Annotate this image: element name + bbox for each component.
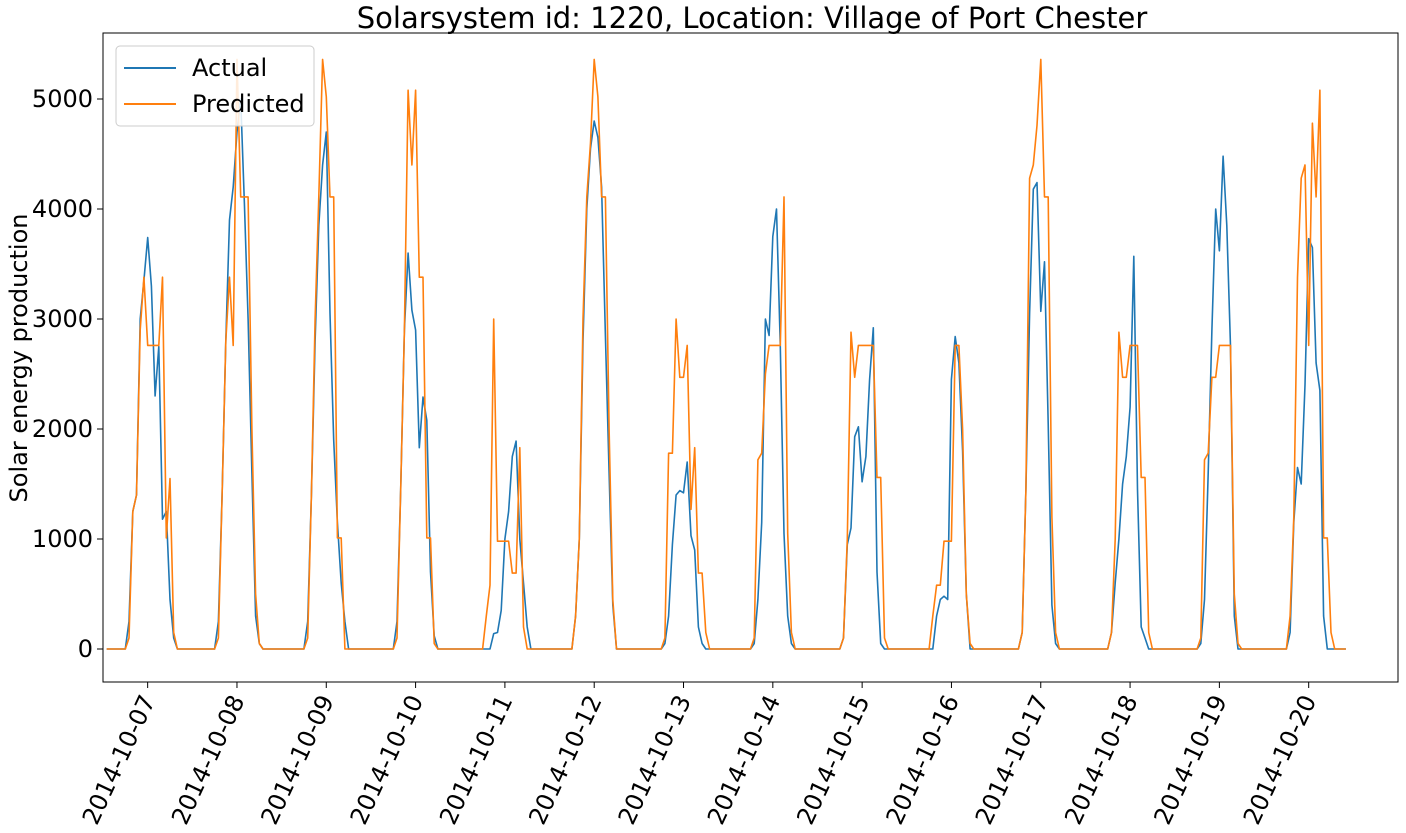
legend-label-predicted: Predicted bbox=[192, 90, 305, 118]
chart-title: Solarsystem id: 1220, Location: Village … bbox=[357, 1, 1148, 35]
series-line-actual bbox=[106, 98, 1346, 650]
y-tick-label: 5000 bbox=[32, 85, 93, 113]
y-tick-label: 1000 bbox=[32, 525, 93, 553]
legend-label-actual: Actual bbox=[192, 54, 267, 82]
y-axis: 0 1000 2000 3000 4000 5000 bbox=[32, 85, 103, 663]
plot-area bbox=[106, 58, 1346, 650]
legend: Actual Predicted bbox=[115, 45, 315, 127]
legend-box bbox=[115, 45, 315, 127]
y-tick-label: 4000 bbox=[32, 195, 93, 223]
plot-frame bbox=[102, 32, 1399, 683]
y-tick-label: 2000 bbox=[32, 415, 93, 443]
y-tick-label: 0 bbox=[78, 635, 93, 663]
series-line-predicted bbox=[106, 58, 1346, 650]
y-axis-label: Solar energy production bbox=[5, 214, 33, 503]
y-tick-label: 3000 bbox=[32, 305, 93, 333]
